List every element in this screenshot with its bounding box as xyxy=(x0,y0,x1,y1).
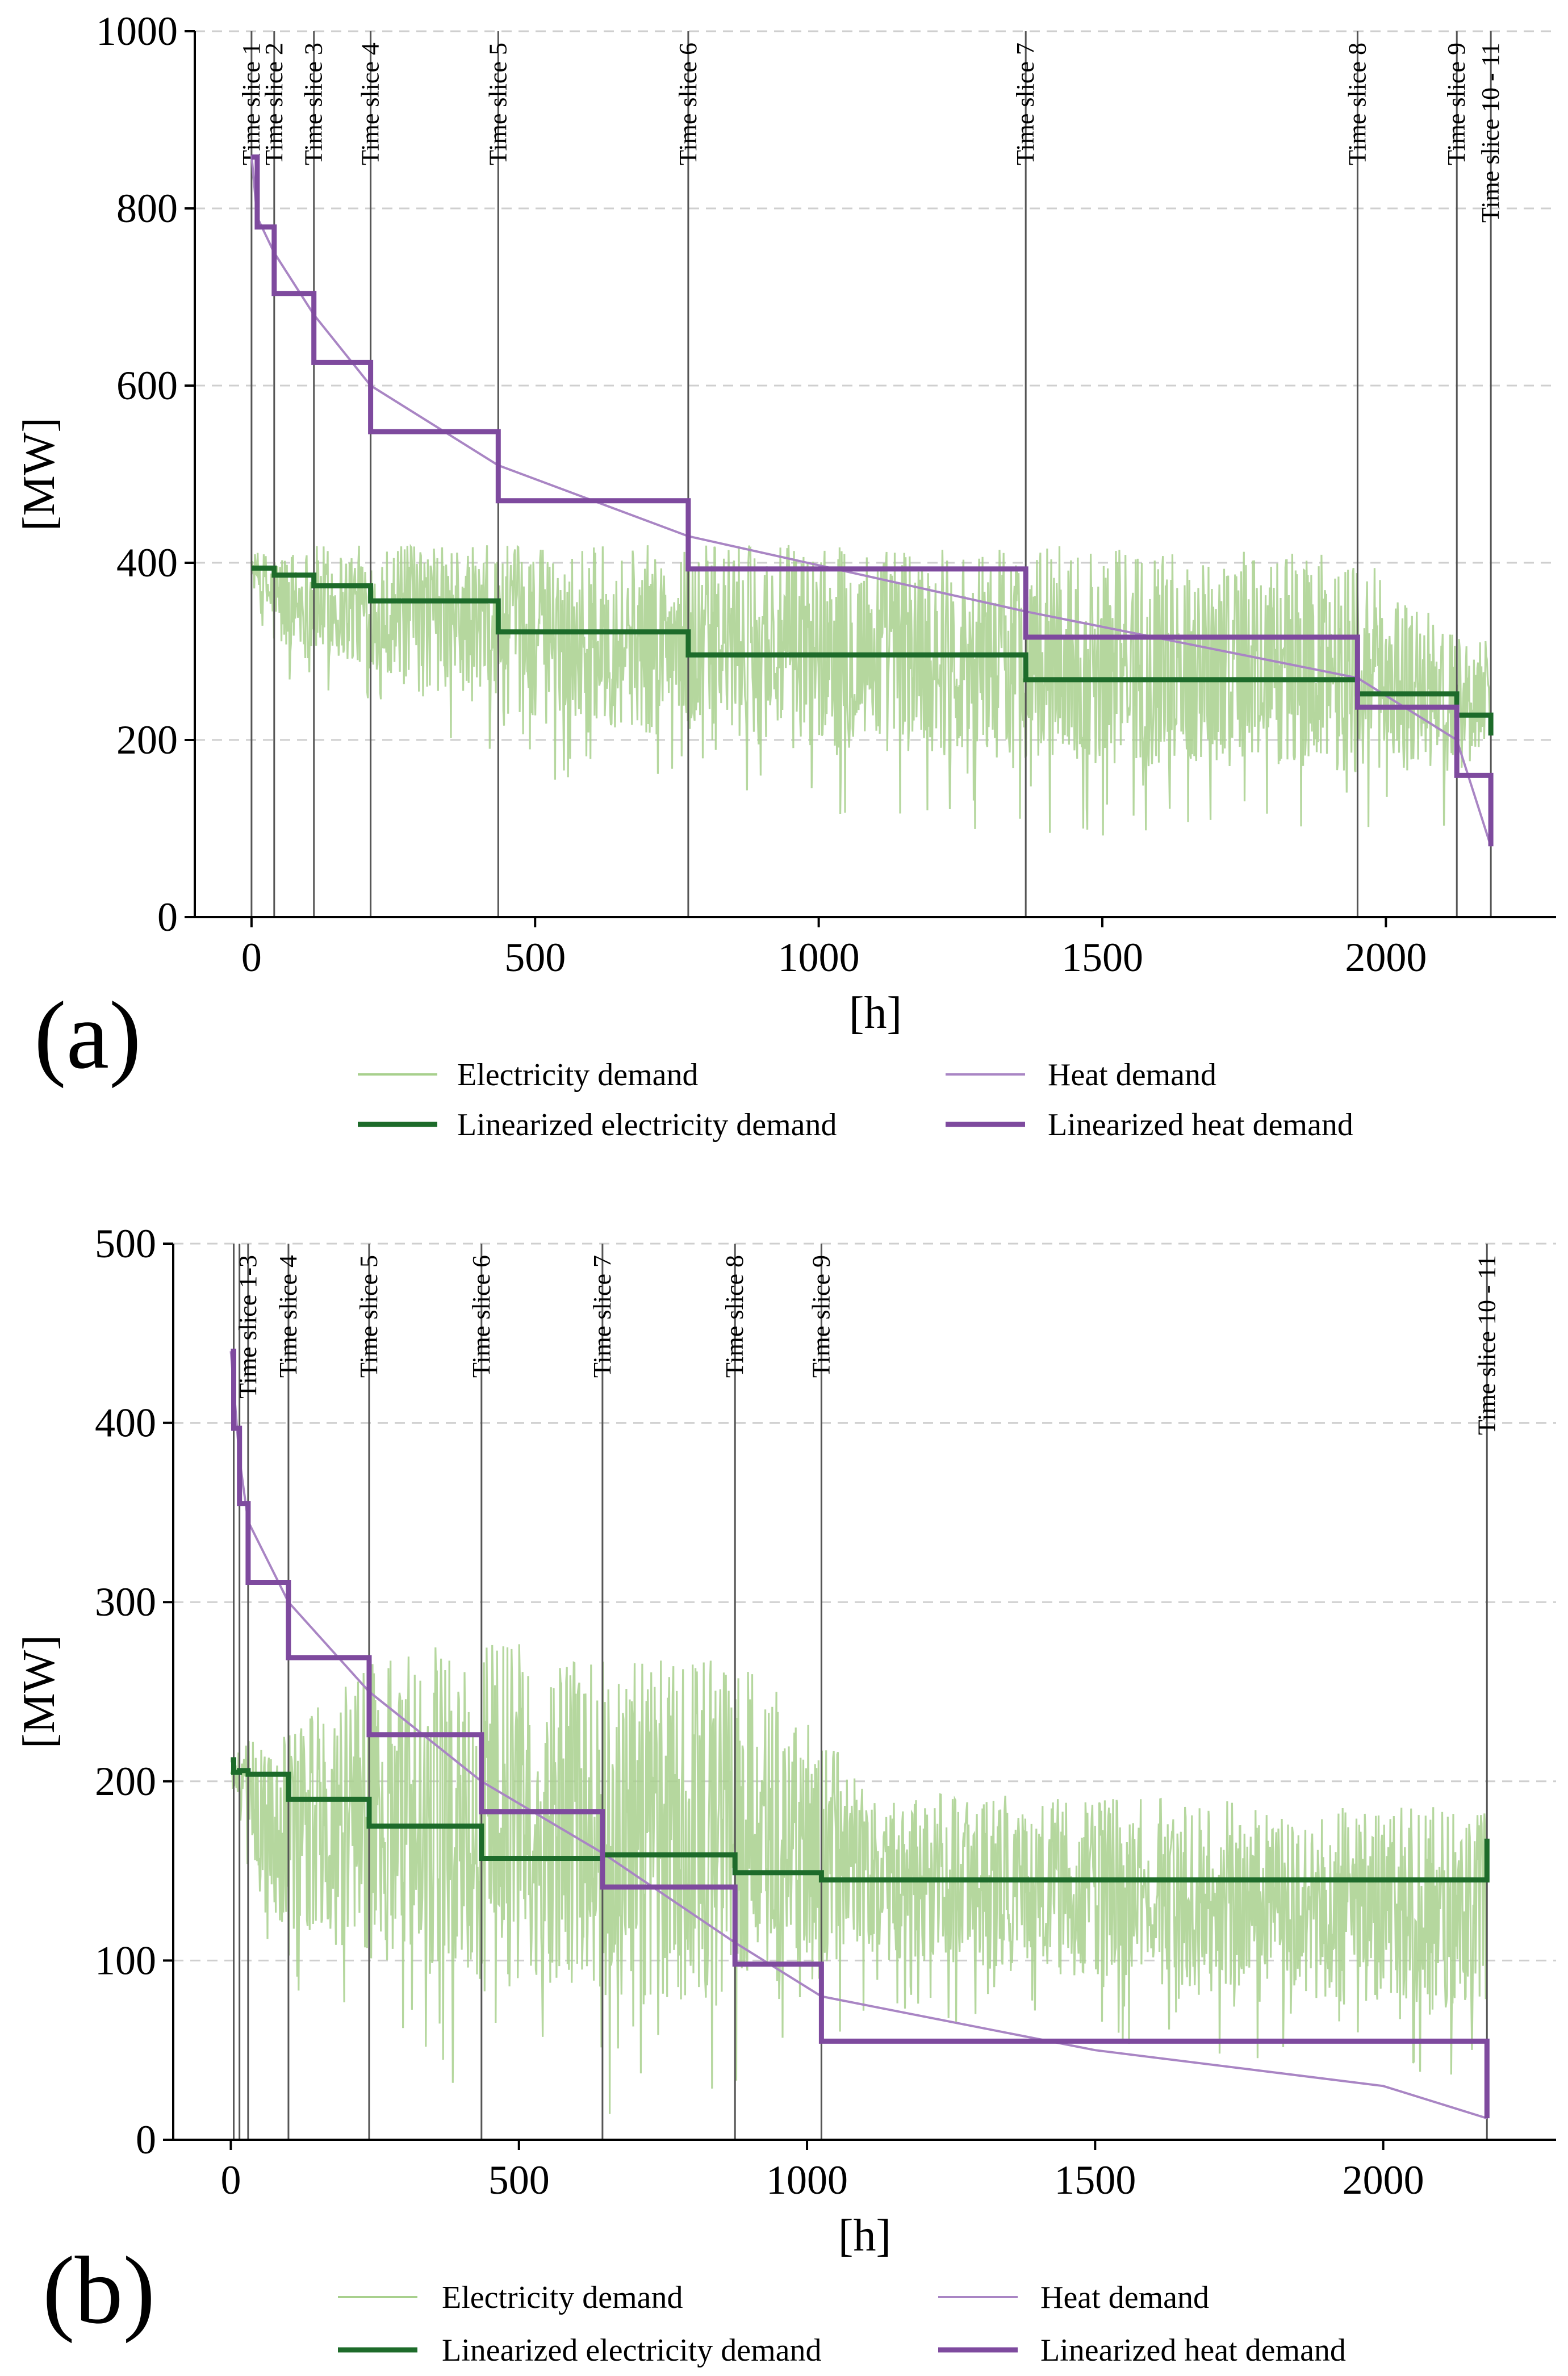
linearized-electricity-demand-line xyxy=(231,1757,1490,1883)
time-slice-label: Time slice 4 xyxy=(274,1255,302,1378)
y-tick-label: 1000 xyxy=(96,9,178,54)
x-tick-label: 1500 xyxy=(1061,935,1143,980)
linearized-electricity-demand-line xyxy=(251,565,1494,736)
time-slice-label: Time slice 1 xyxy=(237,43,265,165)
x-tick-label: 2000 xyxy=(1345,935,1427,980)
y-tick-label: 0 xyxy=(157,894,178,940)
time-slice-label: Time slice 10 - 11 xyxy=(1473,1255,1500,1435)
y-tick-label: 600 xyxy=(116,363,178,408)
y-tick-label: 400 xyxy=(95,1400,156,1446)
x-tick-label: 1000 xyxy=(766,2157,848,2203)
legend-label: Linearized electricity demand xyxy=(457,1107,837,1143)
time-slice-label: Time slice 6 xyxy=(674,43,702,165)
legend-label: Linearized heat demand xyxy=(1048,1107,1353,1143)
panel-label: (a) xyxy=(34,982,141,1089)
x-axis-title: [h] xyxy=(849,988,902,1038)
time-slice-label: Time slice 5 xyxy=(355,1255,383,1378)
x-tick-label: 2000 xyxy=(1343,2157,1424,2203)
time-slice-label: Time slice 7 xyxy=(588,1255,616,1378)
time-slice-label: Time slice 7 xyxy=(1011,43,1039,165)
x-axis-title: [h] xyxy=(838,2211,891,2261)
legend-label: Heat demand xyxy=(1040,2280,1209,2315)
electricity-demand-line xyxy=(229,1644,1487,2114)
y-tick-label: 500 xyxy=(95,1221,156,1266)
y-tick-label: 200 xyxy=(116,717,178,763)
time-slice-label: Time slice 3 xyxy=(300,43,328,165)
y-tick-label: 100 xyxy=(95,1938,156,1983)
time-slice-label: Time slice 4 xyxy=(357,43,384,165)
time-slice-label: Time slice 8 xyxy=(721,1255,749,1378)
panel-label: (b) xyxy=(43,2237,155,2344)
linearized-heat-demand-line xyxy=(251,154,1494,847)
time-slice-label: Time slice 8 xyxy=(1343,43,1371,165)
y-tick-label: 800 xyxy=(116,186,178,231)
time-slice-label: Time slice 6 xyxy=(467,1255,495,1378)
time-slice-label: Time slice 10 - 11 xyxy=(1477,43,1504,223)
legend-label: Linearized heat demand xyxy=(1040,2333,1346,2368)
x-tick-label: 500 xyxy=(488,2157,550,2203)
electricity-demand-line xyxy=(250,543,1491,836)
time-slice-label: Time slice 1-3 xyxy=(234,1255,262,1399)
legend-label: Heat demand xyxy=(1048,1057,1216,1093)
x-tick-label: 0 xyxy=(220,2157,241,2203)
time-slice-label: Time slice 5 xyxy=(484,43,512,165)
time-slice-label: Time slice 9 xyxy=(807,1255,835,1378)
y-axis-title: [MW] xyxy=(14,417,64,531)
x-tick-label: 1000 xyxy=(778,935,860,980)
time-slice-label: Time slice 9 xyxy=(1442,43,1470,165)
legend-label: Electricity demand xyxy=(442,2280,683,2315)
time-slice-label: Time slice 2 xyxy=(260,43,288,165)
y-axis-title: [MW] xyxy=(14,1635,64,1748)
y-tick-label: 400 xyxy=(116,540,178,585)
y-tick-label: 200 xyxy=(95,1759,156,1804)
linearized-heat-demand-line xyxy=(231,1348,1490,2119)
x-tick-label: 500 xyxy=(504,935,566,980)
legend-label: Linearized electricity demand xyxy=(442,2333,822,2368)
x-tick-label: 0 xyxy=(241,935,262,980)
y-tick-label: 0 xyxy=(136,2117,156,2162)
x-tick-label: 1500 xyxy=(1054,2157,1136,2203)
y-tick-label: 300 xyxy=(95,1579,156,1625)
panel-b-chart: Time slice 1-3 Time slice 4 Time slice 5 Ti… xyxy=(14,1221,1556,2368)
legend-label: Electricity demand xyxy=(457,1057,698,1093)
